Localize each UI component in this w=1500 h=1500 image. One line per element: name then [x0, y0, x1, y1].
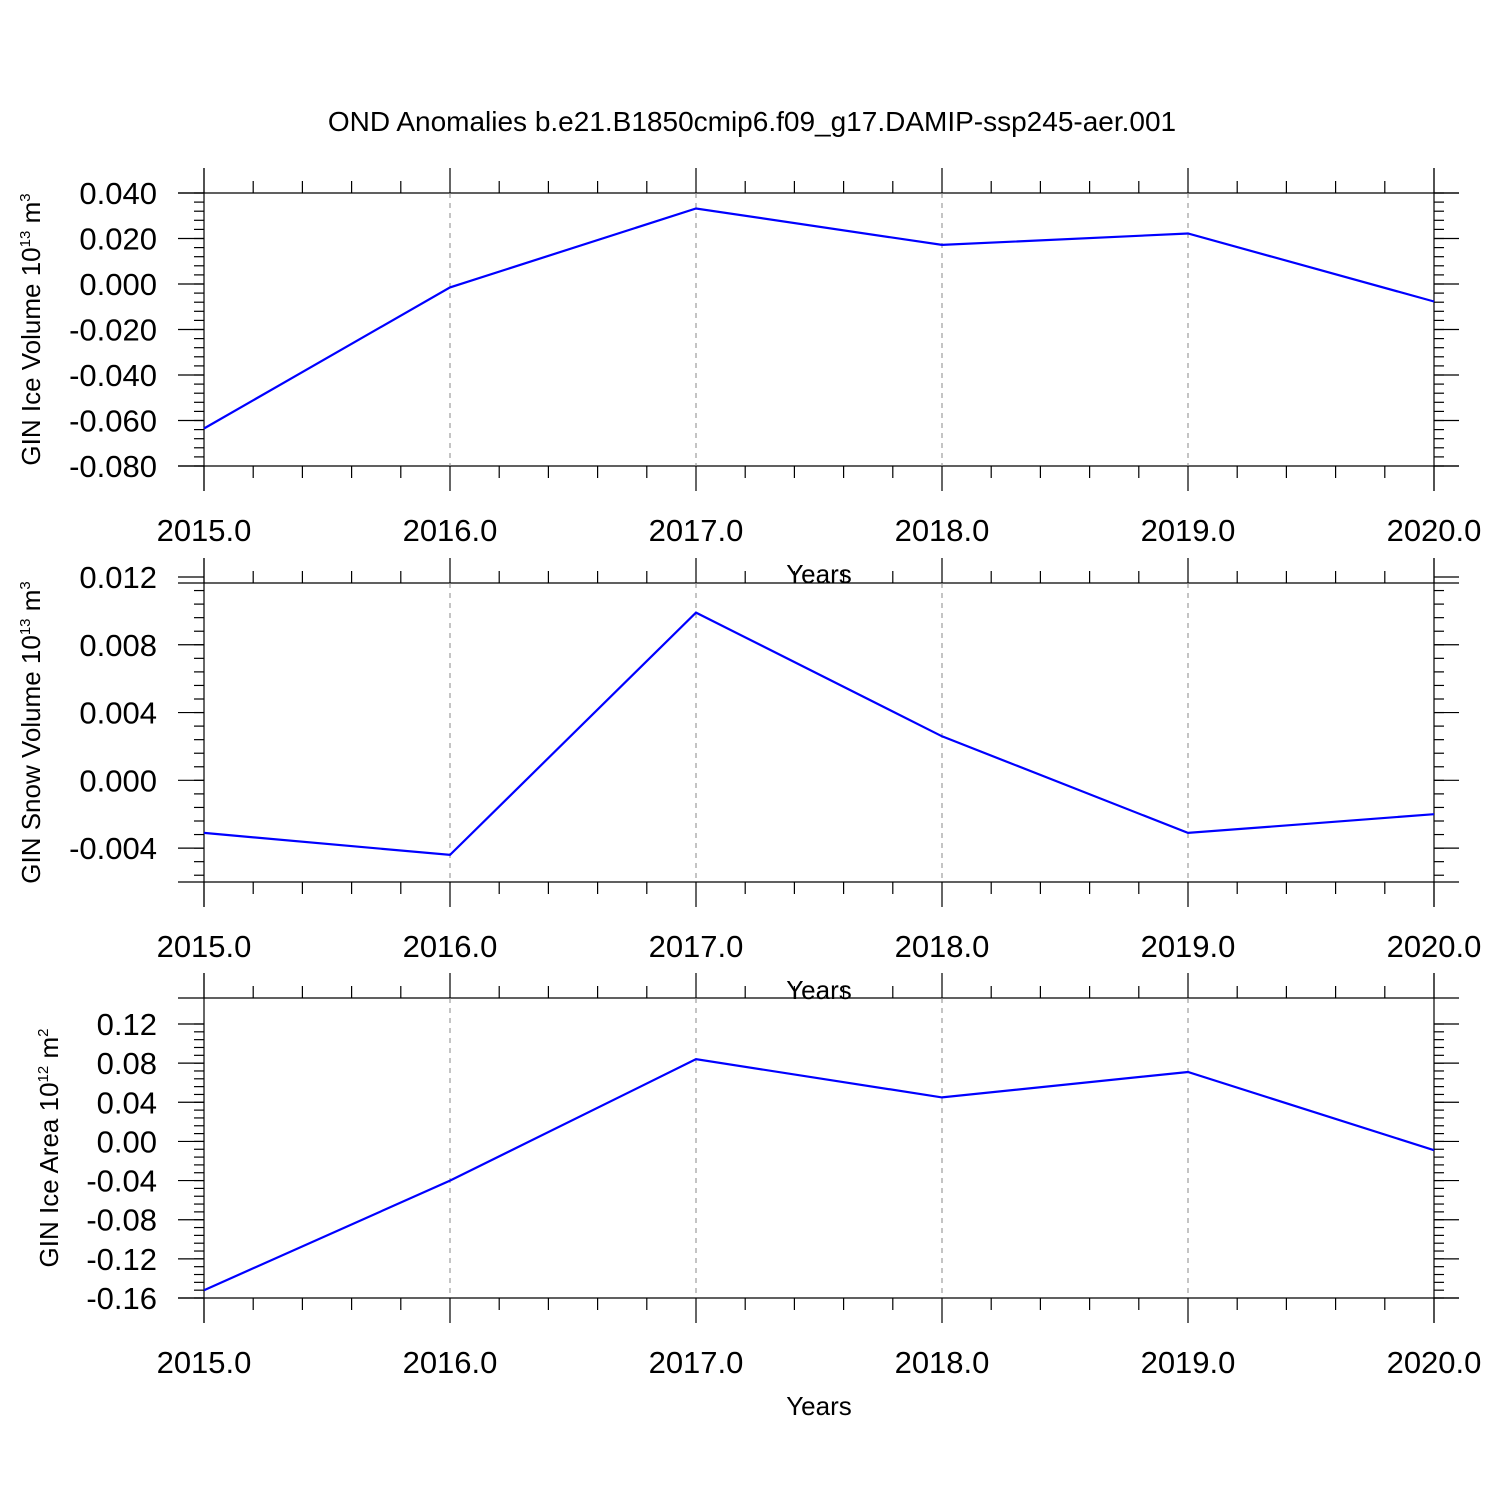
series-line: [203, 611, 1435, 857]
x-tick-label: 2020.0: [1387, 513, 1482, 548]
x-axis-label: Years: [786, 559, 852, 589]
x-tick-label: 2016.0: [403, 1345, 498, 1380]
y-tick-label: 0.040: [79, 176, 157, 211]
figure-title: OND Anomalies b.e21.B1850cmip6.f09_g17.D…: [328, 106, 1176, 137]
x-tick-label: 2015.0: [157, 1345, 252, 1380]
x-axis-label: Years: [786, 1391, 852, 1421]
x-tick-label: 2015.0: [157, 513, 252, 548]
y-tick-label: 0.012: [79, 560, 157, 595]
x-tick-label: 2019.0: [1141, 929, 1236, 964]
y-tick-label: 0.000: [79, 763, 157, 798]
y-tick-label: -0.08: [86, 1203, 157, 1238]
x-tick-label: 2017.0: [649, 513, 744, 548]
panels: 2015.0 2016.0 2017.0 2018.0 2019.0 2020.0 0.04…: [16, 168, 1481, 1421]
x-tick-label: 2018.0: [895, 1345, 990, 1380]
panel-2: 2015.0 2016.0 2017.0 2018.0 2019.0 2020.0 0.01…: [16, 558, 1481, 1005]
x-tick-label: 2020.0: [1387, 929, 1482, 964]
x-axis-label: Years: [786, 975, 852, 1005]
y-tick-label: -0.020: [69, 313, 157, 348]
x-tick-label: 2016.0: [403, 513, 498, 548]
panel-3: 2015.0 2016.0 2017.0 2018.0 2019.0 2020.0 0.12…: [34, 973, 1481, 1421]
y-tick-label: -0.040: [69, 358, 157, 393]
panel-1: 2015.0 2016.0 2017.0 2018.0 2019.0 2020.0 0.04…: [16, 168, 1481, 589]
y-tick-label: -0.04: [86, 1164, 157, 1199]
x-tick-label: 2017.0: [649, 1345, 744, 1380]
y-tick-label: 0.04: [97, 1085, 157, 1120]
y-axis-label: GIN Ice Area 1012 m2: [34, 1029, 64, 1268]
x-tick-label: 2019.0: [1141, 513, 1236, 548]
series-line: [203, 207, 1435, 430]
y-tick-label: -0.12: [86, 1242, 157, 1277]
y-tick-label: -0.004: [69, 831, 157, 866]
y-tick-label: 0.08: [97, 1046, 157, 1081]
series-line: [203, 1058, 1435, 1292]
y-tick-label: 0.000: [79, 267, 157, 302]
y-tick-label: -0.080: [69, 449, 157, 484]
x-tick-label: 2016.0: [403, 929, 498, 964]
x-tick-label: 2018.0: [895, 513, 990, 548]
y-tick-label: -0.060: [69, 404, 157, 439]
x-tick-label: 2020.0: [1387, 1345, 1482, 1380]
y-tick-label: 0.12: [97, 1007, 157, 1042]
x-tick-label: 2017.0: [649, 929, 744, 964]
x-tick-label: 2015.0: [157, 929, 252, 964]
x-tick-label: 2018.0: [895, 929, 990, 964]
y-tick-label: 0.020: [79, 222, 157, 257]
y-tick-label: 0.004: [79, 696, 157, 731]
y-axis-label: GIN Snow Volume 1013 m3: [16, 581, 46, 884]
y-tick-label: 0.00: [97, 1124, 157, 1159]
x-tick-label: 2019.0: [1141, 1345, 1236, 1380]
y-tick-label: 0.008: [79, 628, 157, 663]
y-tick-label: -0.16: [86, 1281, 157, 1316]
y-axis-label: GIN Ice Volume 1013 m3: [16, 193, 46, 465]
